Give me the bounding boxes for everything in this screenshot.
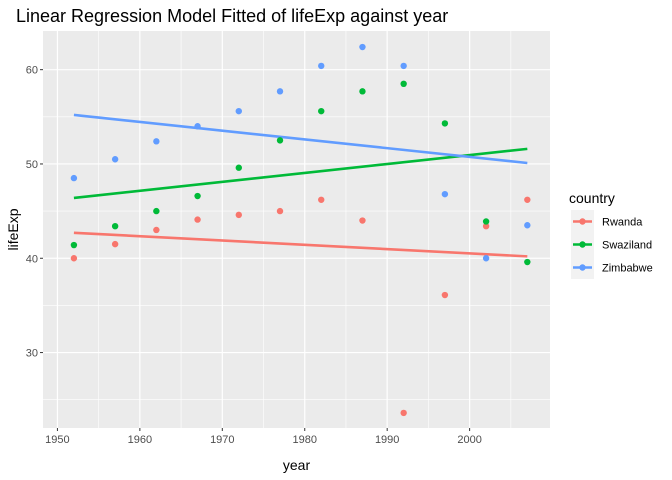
plot-panel: [43, 31, 550, 428]
legend-label-zimbabwe: Zimbabwe: [602, 263, 653, 275]
data-point-zimbabwe: [235, 107, 242, 115]
data-point-rwanda: [194, 216, 201, 223]
data-point-rwanda: [524, 196, 531, 203]
data-point-rwanda: [400, 409, 407, 417]
y-axis-title: lifeExp: [5, 208, 21, 250]
data-point-rwanda: [235, 211, 242, 219]
legend-label-rwanda: Rwanda: [602, 217, 643, 229]
x-tick-label: 1980: [293, 434, 317, 446]
data-point-zimbabwe: [482, 255, 490, 262]
legend-key-point: [579, 264, 586, 271]
data-point-zimbabwe: [524, 222, 531, 229]
legend-label-swaziland: Swaziland: [602, 240, 652, 252]
data-point-swaziland: [111, 222, 119, 230]
gridlines: [43, 31, 550, 428]
data-point-zimbabwe: [70, 174, 78, 182]
data-point-swaziland: [482, 218, 490, 225]
data-point-rwanda: [70, 255, 78, 262]
regression-line-rwanda: [73, 231, 528, 258]
x-tick-label: 1950: [45, 434, 69, 446]
data-point-zimbabwe: [111, 156, 119, 163]
x-tick-label: 1960: [128, 434, 152, 446]
data-point-rwanda: [153, 226, 160, 234]
chart-title: Linear Regression Model Fitted of lifeEx…: [16, 6, 448, 26]
data-point-zimbabwe: [359, 43, 366, 51]
data-point-zimbabwe: [318, 62, 325, 70]
data-point-zimbabwe: [441, 190, 449, 198]
data-point-rwanda: [441, 291, 449, 299]
data-point-rwanda: [276, 207, 284, 215]
y-tick-label: 40: [26, 253, 38, 265]
data-point-swaziland: [524, 258, 531, 266]
data-point-swaziland: [276, 137, 284, 144]
data-point-swaziland: [318, 107, 325, 115]
regression-line-swaziland: [73, 147, 528, 200]
data-points: [70, 43, 531, 417]
x-tick-label: 1990: [375, 434, 399, 446]
data-point-zimbabwe: [276, 88, 284, 95]
x-tick-label: 2000: [457, 434, 481, 446]
x-axis-ticks: 1950 1960 1970 1980 1990 2000: [45, 428, 482, 446]
y-tick-label: 30: [26, 348, 38, 360]
x-axis-title: year: [283, 457, 311, 473]
legend-title: country: [569, 190, 615, 206]
data-point-rwanda: [111, 240, 119, 248]
y-tick-label: 50: [26, 159, 38, 171]
data-point-zimbabwe: [194, 123, 201, 130]
legend-key-point: [579, 241, 586, 248]
data-point-swaziland: [235, 164, 242, 171]
regression-lines: [73, 113, 528, 258]
data-point-swaziland: [70, 241, 78, 249]
x-tick-label: 1970: [210, 434, 234, 446]
data-point-swaziland: [441, 120, 449, 127]
data-point-rwanda: [359, 217, 366, 224]
data-point-swaziland: [359, 88, 366, 95]
data-point-zimbabwe: [153, 138, 160, 145]
regression-line-zimbabwe: [73, 113, 528, 165]
data-point-swaziland: [400, 80, 407, 88]
data-point-zimbabwe: [400, 62, 407, 70]
data-point-swaziland: [153, 207, 160, 215]
data-point-rwanda: [482, 222, 490, 230]
data-point-swaziland: [194, 192, 201, 200]
legend: country Rwanda Swaziland Zimbabwe: [569, 190, 653, 279]
y-tick-label: 60: [26, 65, 38, 77]
data-point-rwanda: [318, 196, 325, 203]
y-axis-ticks: 30 40 50 60: [26, 65, 43, 360]
legend-key-point: [579, 218, 586, 225]
